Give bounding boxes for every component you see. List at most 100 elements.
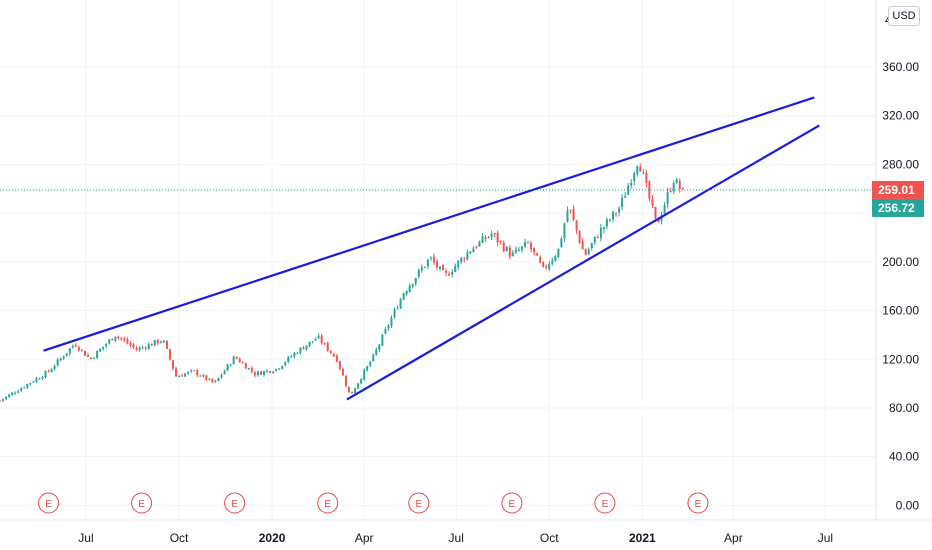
candle-body [99,348,102,352]
candle-body [484,237,487,240]
candle-body [669,191,672,193]
earnings-marker-circle [224,492,246,514]
candle-body [329,350,332,354]
candle-body [605,219,608,227]
candle-body [636,166,639,174]
candle-body [560,238,563,248]
candle-body [56,359,59,366]
candle-body [205,375,208,380]
candle-body [332,353,335,357]
candle-body [675,179,678,184]
candle-body [563,223,566,238]
candle-body [602,227,605,230]
candle-body [487,236,490,238]
candle-body [417,269,420,277]
candle-body [396,308,399,310]
earnings-marker-label: E [324,499,331,510]
candle-body [20,388,23,392]
candle-body [402,293,405,300]
candle-body [666,191,669,205]
earnings-marker[interactable]: E [687,492,709,514]
price-axis[interactable]: 0.0040.0080.00120.00160.00200.00240.0028… [882,13,919,512]
candle-body [618,208,621,213]
candle-body [102,346,105,349]
earnings-marker[interactable]: E [501,492,523,514]
candle-body [202,375,205,377]
candle-body [678,180,681,189]
candle-body [193,370,196,372]
candle-body [387,325,390,329]
candle-body [135,347,138,350]
candle-body [423,266,426,268]
candle-body [141,347,144,349]
candle-body [211,378,214,383]
candle-body [411,283,414,287]
candle-body [111,338,114,341]
price-tag [872,198,924,217]
earnings-marker[interactable]: E [131,492,153,514]
candle-body [496,232,499,243]
candle-body [296,353,299,355]
trendline[interactable] [43,96,815,352]
candle-body [426,259,429,267]
candle-body [499,241,502,243]
candle-body [159,341,162,343]
candle-body [378,344,381,350]
candle-body [223,370,226,375]
time-axis[interactable]: Jul Oct 2020 Apr Jul Oct 2021 Apr Jul [78,531,833,545]
candle-body [435,261,438,268]
candlestick-series[interactable] [0,163,684,403]
earnings-marker-circle [131,492,153,514]
candle-body [335,355,338,362]
earnings-marker[interactable]: E [224,492,246,514]
candle-body [123,338,126,341]
candle-body [132,344,135,348]
candle-body [344,376,347,387]
candle-body [590,243,593,249]
time-tick-label: 2020 [259,531,286,545]
candle-body [323,343,326,345]
candle-body [645,172,648,183]
candle-body [247,368,250,370]
candle-body [414,277,417,284]
candle-body [90,357,93,359]
candle-body [87,355,90,357]
time-tick-label: 2021 [629,531,656,545]
candle-body [347,386,350,393]
candle-body [648,181,651,199]
candle-body [460,257,463,262]
candle-body [220,374,223,378]
currency-button[interactable]: USD [888,6,920,26]
candle-body [117,337,120,339]
candle-body [608,219,611,221]
earnings-marker-label: E [138,499,145,510]
candle-body [566,210,569,222]
earnings-marker[interactable]: E [317,492,339,514]
earnings-marker[interactable]: E [408,492,430,514]
candle-body [184,373,187,377]
candle-body [511,252,514,257]
candle-body [451,272,454,275]
earnings-marker[interactable]: E [38,492,60,514]
earnings-marker-label: E [415,499,422,510]
candle-body [2,399,5,401]
candle-body [624,196,627,198]
earnings-marker-circle [594,492,616,514]
candle-body [244,363,247,369]
candle-body [502,242,505,252]
candle-body [593,236,596,243]
candle-body [369,361,372,366]
candle-body [454,265,457,272]
price-tick-label: 40.00 [889,450,919,464]
trendline[interactable] [346,124,820,401]
earnings-marker[interactable]: E [594,492,616,514]
candle-body [232,356,235,365]
earnings-marker-circle [317,492,339,514]
trendlines[interactable] [43,96,820,401]
candle-body [5,396,8,400]
earnings-marker-circle [501,492,523,514]
candle-body [272,371,275,374]
candle-body [108,339,111,344]
